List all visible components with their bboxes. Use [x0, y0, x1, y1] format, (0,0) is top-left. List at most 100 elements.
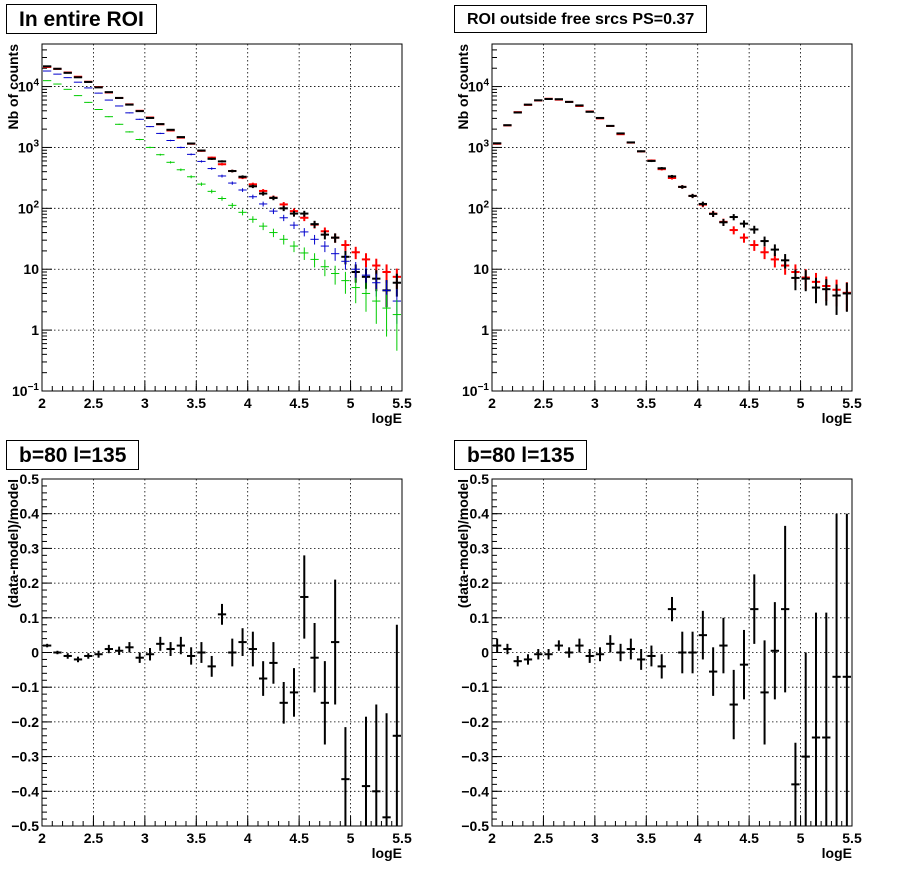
series-1	[493, 97, 851, 311]
data-point	[187, 175, 196, 179]
data-point	[361, 716, 371, 826]
panel-4-title: b=80 l=135	[454, 440, 588, 470]
data-point	[63, 88, 72, 90]
data-point	[104, 116, 113, 118]
data-point	[115, 105, 124, 107]
data-point	[289, 210, 299, 217]
x-tick-label: 3.5	[187, 830, 207, 846]
data-point	[657, 167, 666, 170]
x-tick-label: 4	[244, 830, 252, 846]
data-point	[729, 226, 738, 235]
data-point	[770, 244, 779, 257]
data-point	[176, 168, 185, 172]
x-tick-label: 2.5	[84, 395, 104, 411]
data-point	[217, 163, 227, 166]
data-point	[259, 201, 268, 207]
y-tick-label: −0.2	[461, 714, 489, 730]
data-point	[544, 649, 553, 660]
data-point	[647, 159, 656, 163]
data-point	[341, 240, 350, 251]
data-point	[361, 282, 371, 312]
data-point	[688, 193, 697, 199]
data-point	[289, 241, 299, 253]
y-tick-label: 0.2	[20, 575, 40, 591]
data-point	[115, 96, 124, 99]
panel-2-title: ROI outside free srcs PS=0.37	[454, 5, 708, 33]
data-point	[207, 167, 216, 170]
panel-3-title: b=80 l=135	[6, 440, 140, 470]
x-axis-label: logE	[822, 845, 852, 861]
data-point	[832, 513, 841, 826]
x-tick-label: 4.5	[289, 830, 309, 846]
data-point	[94, 108, 103, 110]
data-point	[43, 643, 52, 648]
x-axis-label: logE	[372, 410, 402, 426]
data-point	[125, 131, 134, 133]
y-tick-label: 0.5	[470, 471, 490, 487]
x-tick-label: 3	[591, 395, 599, 411]
data-point	[63, 653, 72, 659]
data-point	[842, 513, 851, 826]
data-point	[709, 211, 718, 218]
data-point	[585, 649, 594, 663]
data-point	[760, 236, 769, 247]
data-point	[626, 638, 635, 660]
data-point	[678, 185, 687, 189]
data-point	[331, 248, 340, 261]
y-tick-label: 0.1	[470, 610, 490, 626]
data-point	[554, 98, 563, 101]
data-point	[811, 277, 821, 304]
data-point	[842, 282, 851, 312]
data-point	[513, 655, 522, 667]
x-tick-label: 5.5	[392, 395, 412, 411]
data-point	[176, 146, 185, 149]
data-point	[259, 191, 268, 196]
panel-1-title: In entire ROI	[6, 4, 157, 34]
data-point	[698, 201, 707, 207]
data-point	[135, 138, 144, 141]
y-tick-label: 10−1	[462, 382, 489, 399]
plot-panel-4: 2 2.5 3 3.5 4 4.5 5 5.5 −0.5 −0.4 −0.3 −0.2 −0.1 0 0.1…	[455, 471, 862, 861]
data-point	[750, 574, 759, 644]
x-tick-label: 3	[141, 830, 149, 846]
data-point	[248, 194, 257, 199]
data-point	[166, 128, 175, 131]
data-point	[739, 233, 749, 243]
data-point	[104, 99, 113, 101]
data-point	[575, 104, 584, 107]
data-point	[729, 214, 738, 221]
data-point	[760, 640, 769, 745]
data-point	[320, 230, 329, 240]
x-tick-label: 5	[797, 395, 805, 411]
data-point	[279, 214, 288, 222]
data-point	[269, 228, 278, 238]
x-tick-label: 3	[141, 395, 149, 411]
data-point	[341, 271, 350, 294]
x-tick-label: 3.5	[637, 395, 657, 411]
data-point	[125, 103, 134, 106]
x-axis-label: logE	[372, 845, 402, 861]
data-point	[626, 141, 635, 144]
data-point	[248, 216, 257, 223]
x-tick-label: 2.5	[534, 395, 554, 411]
x-tick-label: 3.5	[637, 830, 657, 846]
data-point	[523, 103, 533, 106]
data-point	[678, 631, 687, 674]
data-point	[228, 181, 237, 185]
data-point	[811, 612, 821, 826]
y-tick-label: −0.1	[461, 679, 489, 695]
data-point	[259, 661, 268, 696]
data-point	[94, 86, 103, 89]
data-point	[657, 654, 666, 679]
data-point	[269, 195, 278, 201]
x-tick-label: 3	[591, 830, 599, 846]
data-point	[616, 132, 625, 135]
data-point	[372, 704, 381, 826]
data-point	[760, 246, 769, 260]
data-point	[341, 254, 350, 270]
plot-panel-2: 2 2.5 3 3.5 4 4.5 5 5.5 10−1 1 10 102 103 104 logE Nb o…	[455, 43, 862, 426]
data-point	[341, 727, 350, 826]
data-point	[135, 652, 144, 663]
y-tick-label: 103	[18, 138, 40, 155]
data-point	[207, 157, 216, 160]
